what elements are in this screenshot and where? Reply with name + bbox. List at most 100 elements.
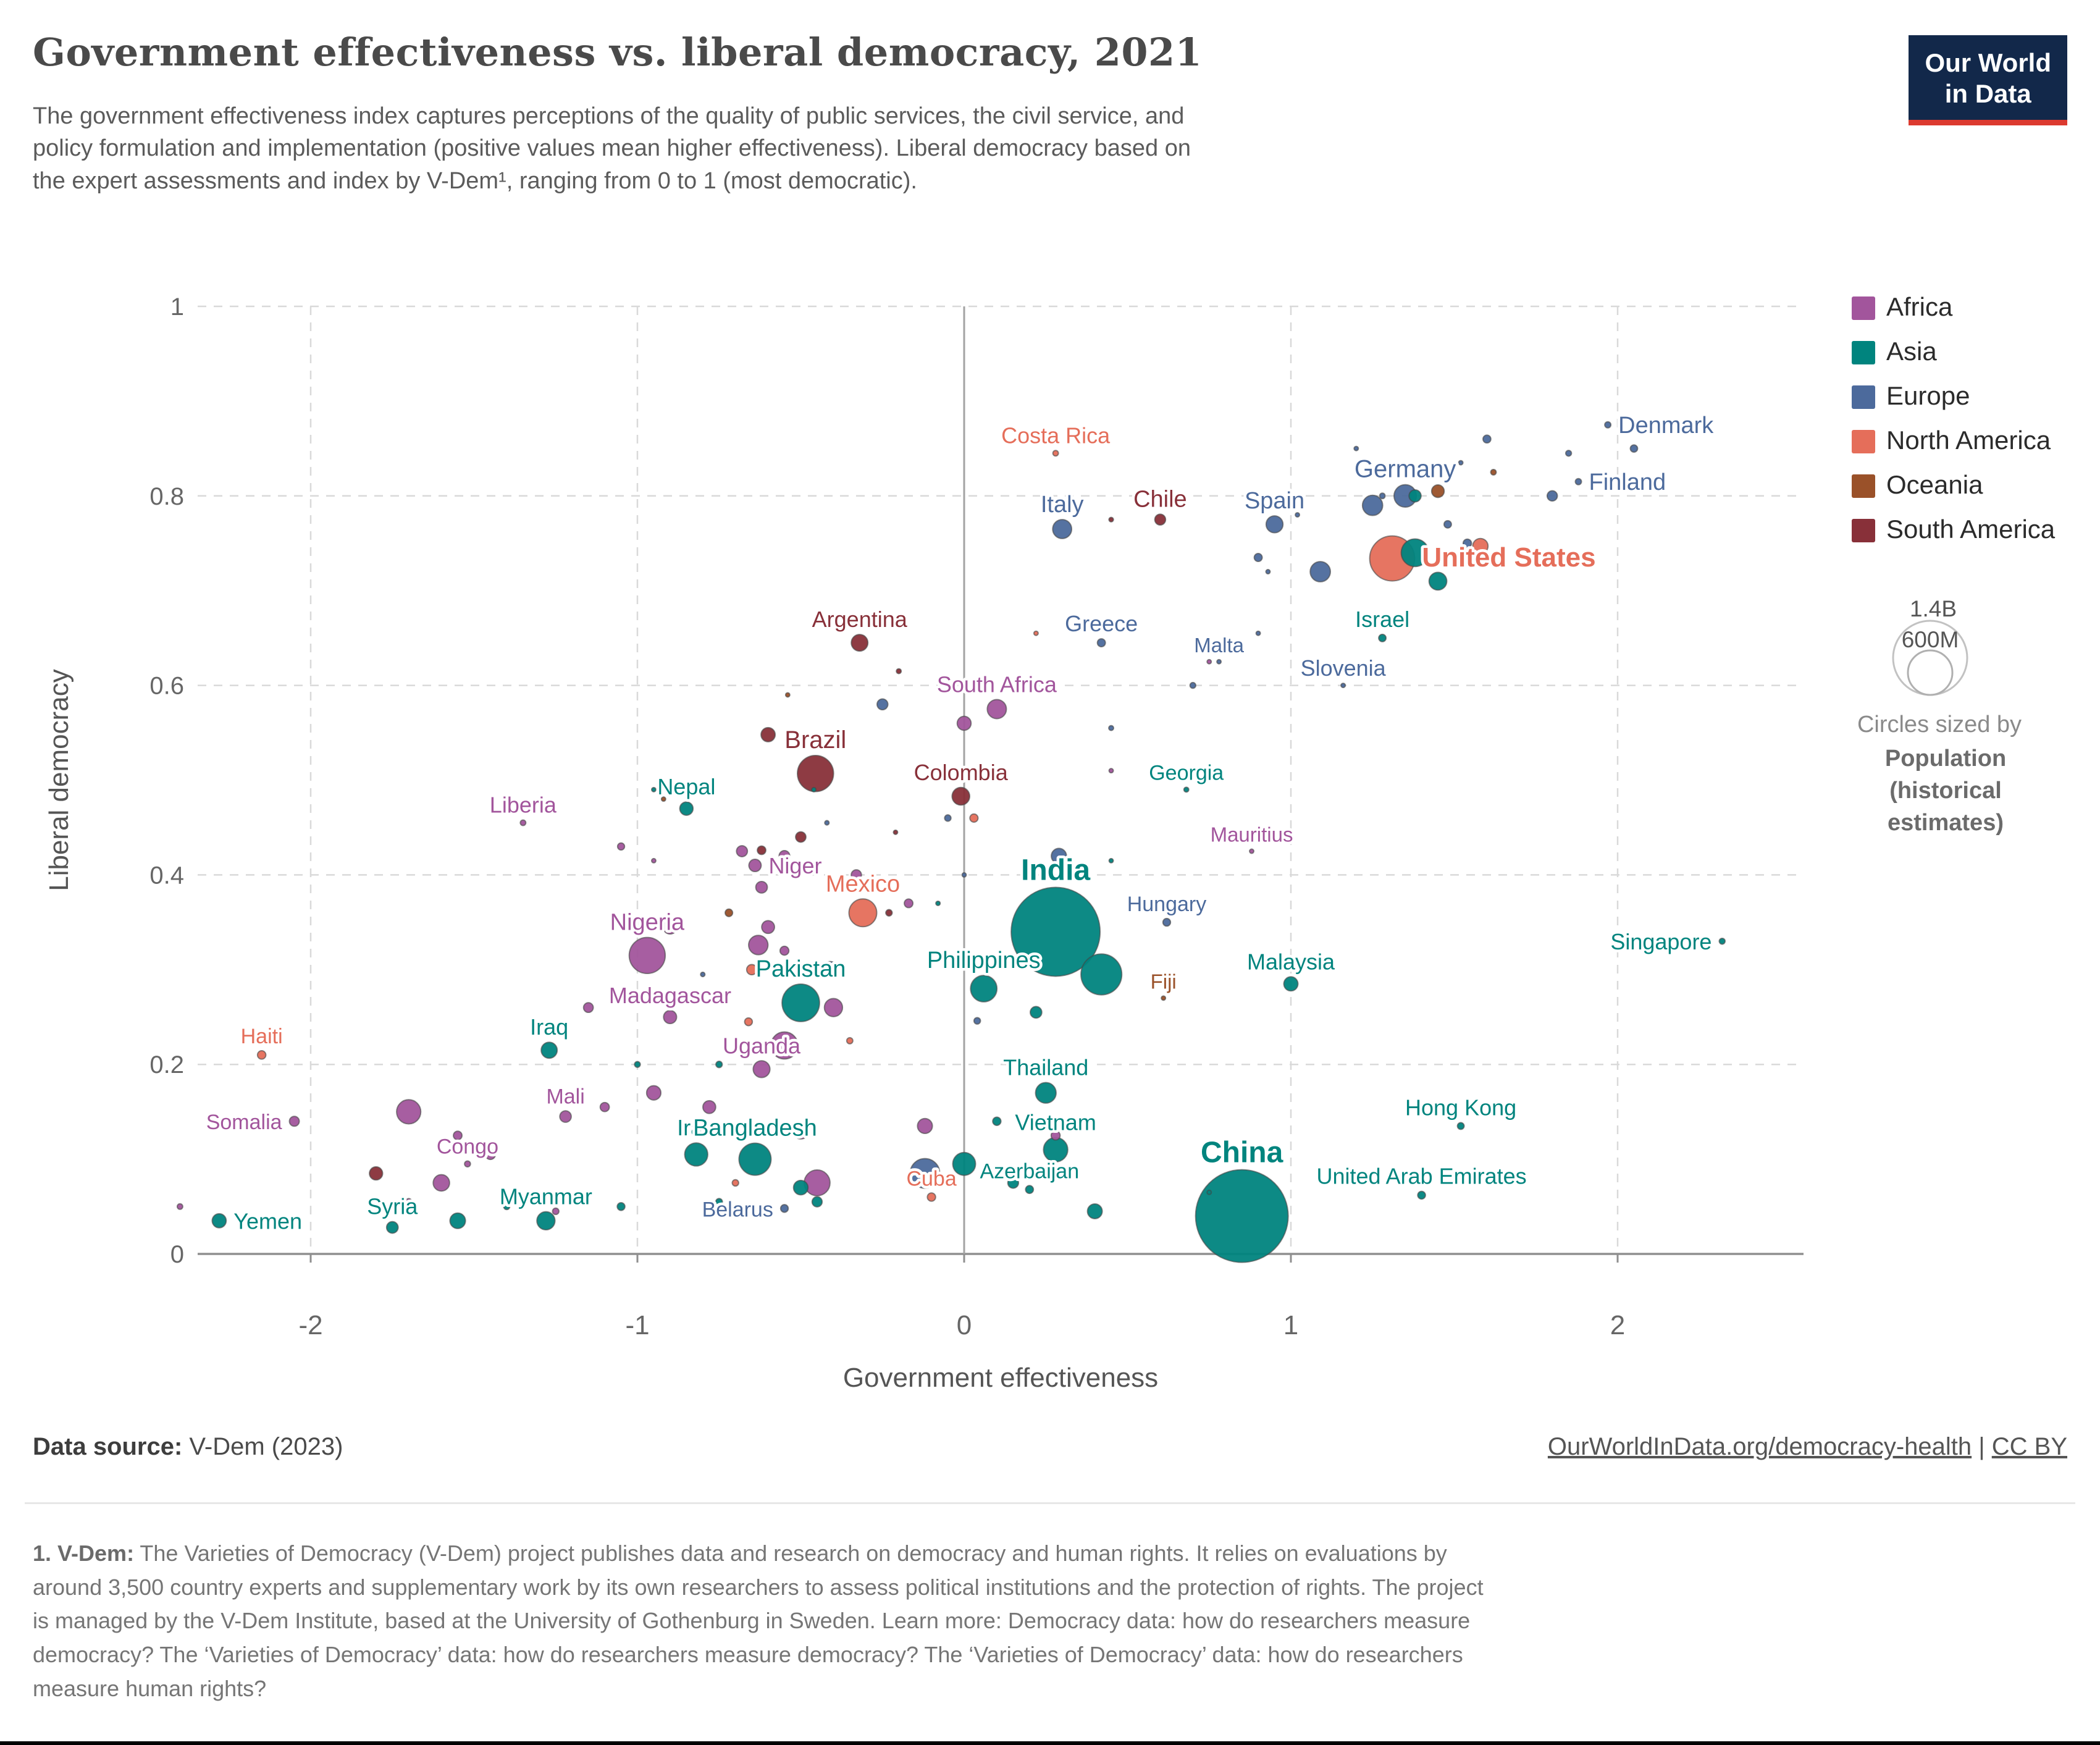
country-label-mexico[interactable]: Mexico	[823, 868, 902, 900]
data-point[interactable]	[1430, 484, 1445, 498]
data-point-malta[interactable]	[1216, 658, 1222, 665]
data-point-belarus[interactable]	[779, 1204, 789, 1213]
data-point[interactable]	[760, 726, 776, 742]
data-point[interactable]	[778, 850, 791, 862]
data-point[interactable]	[616, 1202, 626, 1211]
legend-label-africa[interactable]: Africa	[1886, 292, 1953, 321]
country-label-haiti[interactable]: Haiti	[238, 1022, 285, 1051]
data-point[interactable]	[885, 909, 893, 917]
country-label-united-states[interactable]: United States	[1419, 540, 1598, 576]
country-label-azerbaijan[interactable]: Azerbaijan	[977, 1157, 1082, 1186]
country-label-brazil[interactable]: Brazil	[782, 723, 849, 756]
data-point-congo[interactable]	[464, 1160, 471, 1168]
country-label-united-arab-emirates[interactable]: United Arab Emirates	[1314, 1161, 1529, 1192]
data-point[interactable]	[804, 1169, 831, 1196]
country-label-mauritius[interactable]: Mauritius	[1208, 820, 1296, 849]
data-point[interactable]	[956, 715, 972, 731]
data-point[interactable]	[700, 971, 706, 978]
country-label-vietnam[interactable]: Vietnam	[1012, 1107, 1099, 1138]
country-label-myanmar[interactable]: Myanmar	[497, 1181, 595, 1212]
data-point[interactable]	[1472, 537, 1489, 555]
data-point[interactable]	[1462, 538, 1472, 549]
data-point[interactable]	[369, 1166, 384, 1181]
country-label-georgia[interactable]: Georgia	[1146, 759, 1227, 788]
data-point-spain[interactable]	[1265, 515, 1284, 534]
data-point[interactable]	[909, 1158, 941, 1189]
country-label-nepal[interactable]: Nepal	[655, 772, 718, 802]
data-point[interactable]	[432, 1174, 450, 1192]
data-point[interactable]	[396, 1099, 422, 1125]
data-point[interactable]	[1206, 1189, 1212, 1195]
data-point[interactable]	[757, 845, 766, 856]
data-point-chile[interactable]	[1154, 513, 1167, 526]
data-point-slovenia[interactable]	[1340, 683, 1346, 689]
data-point-south-africa[interactable]	[986, 699, 1007, 720]
data-point[interactable]	[1206, 658, 1212, 665]
data-point[interactable]	[453, 1130, 463, 1141]
data-point[interactable]	[645, 1085, 662, 1101]
data-point[interactable]	[944, 814, 952, 822]
country-label-hong-kong[interactable]: Hong Kong	[1403, 1092, 1519, 1123]
country-label-greece[interactable]: Greece	[1062, 608, 1141, 639]
data-point[interactable]	[715, 1061, 723, 1069]
data-point[interactable]	[792, 1179, 809, 1196]
country-label-niger[interactable]: Niger	[766, 851, 825, 881]
legend-label-north-america[interactable]: North America	[1886, 426, 2051, 455]
country-label-italy[interactable]: Italy	[1038, 489, 1086, 521]
data-point-singapore[interactable]	[1718, 937, 1726, 945]
data-point[interactable]	[1361, 494, 1384, 516]
data-point-thailand[interactable]	[1035, 1082, 1057, 1104]
data-point[interactable]	[552, 1207, 560, 1216]
data-point[interactable]	[616, 842, 626, 851]
data-point[interactable]	[904, 898, 914, 909]
data-point[interactable]	[846, 1036, 854, 1045]
data-point[interactable]	[1253, 553, 1263, 563]
data-point[interactable]	[1490, 468, 1497, 476]
data-point[interactable]	[1029, 1006, 1043, 1019]
data-point[interactable]	[503, 1203, 511, 1211]
data-point[interactable]	[1295, 511, 1301, 518]
data-point[interactable]	[746, 964, 758, 976]
data-point[interactable]	[1108, 768, 1114, 774]
country-label-colombia[interactable]: Colombia	[911, 757, 1011, 788]
data-point-mauritius[interactable]	[1249, 848, 1255, 854]
data-point-brazil[interactable]	[797, 754, 834, 793]
data-point-israel[interactable]	[1378, 633, 1387, 642]
data-point[interactable]	[1108, 626, 1114, 632]
country-label-spain[interactable]: Spain	[1241, 486, 1307, 517]
legend-swatch-europe[interactable]	[1852, 385, 1875, 409]
country-label-fiji[interactable]: Fiji	[1148, 967, 1179, 996]
legend-swatch-africa[interactable]	[1852, 296, 1875, 320]
data-point-azerbaijan[interactable]	[1025, 1185, 1035, 1195]
country-label-thailand[interactable]: Thailand	[1001, 1052, 1091, 1083]
data-point-nigeria[interactable]	[628, 936, 666, 974]
data-point-haiti[interactable]	[256, 1050, 267, 1060]
data-point[interactable]	[992, 1116, 1002, 1126]
data-point[interactable]	[1007, 1177, 1020, 1189]
country-label-bangladesh[interactable]: Bangladesh	[691, 1112, 820, 1144]
data-point-myanmar[interactable]	[536, 1211, 556, 1231]
country-label-india[interactable]: India	[1018, 851, 1093, 889]
data-point[interactable]	[896, 668, 902, 675]
country-label-yemen[interactable]: Yemen	[231, 1206, 305, 1237]
data-point[interactable]	[1080, 953, 1123, 996]
country-label-hungary[interactable]: Hungary	[1124, 889, 1209, 919]
data-point-finland[interactable]	[1574, 477, 1582, 486]
data-point[interactable]	[1353, 445, 1359, 452]
country-label-chile[interactable]: Chile	[1131, 484, 1190, 515]
data-point[interactable]	[1309, 561, 1332, 582]
data-point-denmark[interactable]	[1604, 421, 1612, 429]
data-point[interactable]	[969, 813, 979, 823]
country-label-somalia[interactable]: Somalia	[203, 1108, 285, 1137]
data-point[interactable]	[660, 796, 666, 802]
data-point[interactable]	[1564, 450, 1573, 457]
country-label-madagascar[interactable]: Madagascar	[606, 980, 734, 1011]
legend-label-oceania[interactable]: Oceania	[1886, 470, 1983, 499]
data-point-iran[interactable]	[684, 1142, 708, 1167]
country-label-iraq[interactable]: Iraq	[527, 1012, 571, 1043]
legend-label-europe[interactable]: Europe	[1886, 381, 1970, 410]
data-point[interactable]	[1051, 847, 1067, 865]
data-point[interactable]	[1189, 681, 1197, 689]
data-point[interactable]	[1546, 490, 1558, 502]
data-point-philippines[interactable]	[970, 975, 998, 1003]
